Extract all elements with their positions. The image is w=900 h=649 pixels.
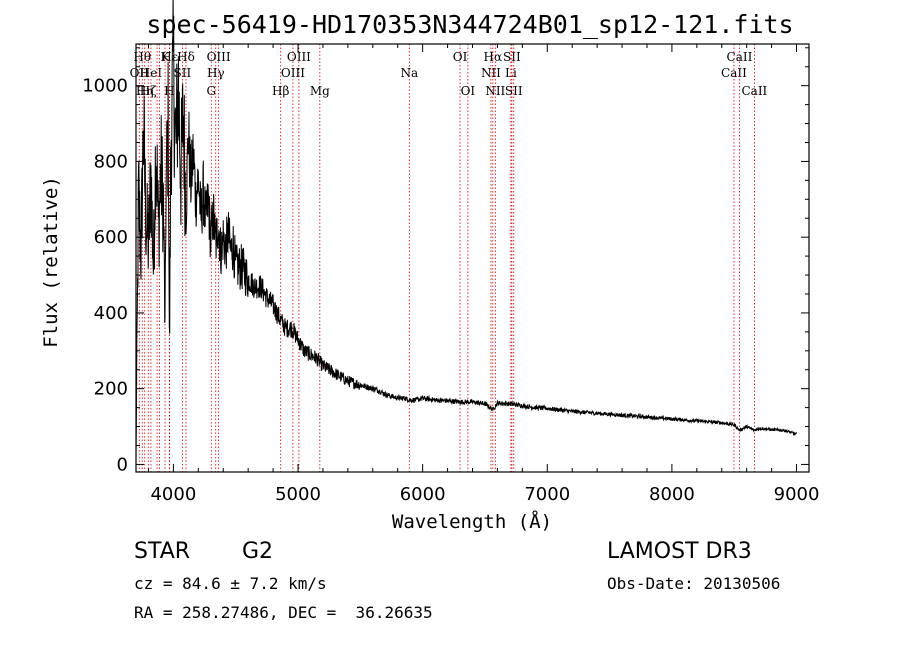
observation-date: Obs-Date: 20130506 <box>607 574 781 593</box>
spectral-line-label: Hα <box>484 50 503 64</box>
spectral-line-label: OIII <box>207 50 231 64</box>
spectral-line-label: OIII <box>281 66 305 80</box>
spectral-line-label: Hθ <box>133 50 151 64</box>
y-axis-label: Flux (relative) <box>40 176 62 348</box>
spectral-line-label: SII <box>503 50 521 64</box>
spectral-line-label: NII <box>485 84 505 98</box>
spectral-line-label: CaII <box>721 66 747 80</box>
x-tick-label: 6000 <box>400 484 446 505</box>
y-tick-label: 800 <box>94 151 128 172</box>
spectral-line-label: SII <box>174 66 192 80</box>
spectral-line-label: Mg <box>310 84 330 98</box>
x-tick-label: 4000 <box>150 484 196 505</box>
spectral-line-label: Hγ <box>207 66 225 80</box>
survey-name: LAMOST DR3 <box>607 539 752 564</box>
redshift-velocity: cz = 84.6 ± 7.2 km/s <box>134 574 327 593</box>
spectral-line-label: CaII <box>741 84 767 98</box>
spectral-line-label: CaII <box>727 50 753 64</box>
spectral-line-label: Hη <box>136 84 154 98</box>
spectral-line-label: OIII <box>287 50 311 64</box>
spectral-line-label: HeI <box>140 66 163 80</box>
y-tick-label: 0 <box>117 454 128 475</box>
chart-title: spec-56419-HD170353N344724B01_sp12-121.f… <box>146 10 793 39</box>
spectral-line-label: Hδ <box>177 50 195 64</box>
spectral-line-label: Na <box>400 66 418 80</box>
spectral-line-label: G <box>206 84 216 98</box>
object-subclass: G2 <box>242 539 274 564</box>
spectral-line-label: Hβ <box>272 84 289 98</box>
spectral-line-label: OII <box>130 66 150 80</box>
x-tick-label: 9000 <box>774 484 820 505</box>
spectrum-line <box>135 0 797 457</box>
x-tick-label: 5000 <box>275 484 321 505</box>
object-class: STAR <box>134 539 191 564</box>
spectral-line-label: OI <box>453 50 468 64</box>
axis-ticks: 4000 5000 6000 7000 8000 9000 0 200 400 600 800 100… <box>82 44 819 505</box>
x-tick-label: 8000 <box>649 484 695 505</box>
x-axis-label: Wavelength (Å) <box>392 510 552 533</box>
x-tick-label: 7000 <box>524 484 570 505</box>
y-tick-label: 200 <box>94 379 128 400</box>
spectrum-series <box>135 0 797 457</box>
spectral-line-label: K <box>161 50 171 64</box>
y-tick-label: 400 <box>94 303 128 324</box>
spectral-line-label: NII <box>481 66 501 80</box>
spectral-line-label: OI <box>461 84 476 98</box>
sky-coordinates: RA = 258.27486, DEC = 36.26635 <box>134 603 433 622</box>
spectral-line-label: SII <box>505 84 523 98</box>
y-tick-label: 1000 <box>82 76 128 97</box>
spectral-line-label: Hζ <box>140 84 157 98</box>
spectral-line-label: Li <box>505 66 517 80</box>
y-tick-label: 600 <box>94 227 128 248</box>
spectral-line-label: Hε <box>161 50 178 64</box>
